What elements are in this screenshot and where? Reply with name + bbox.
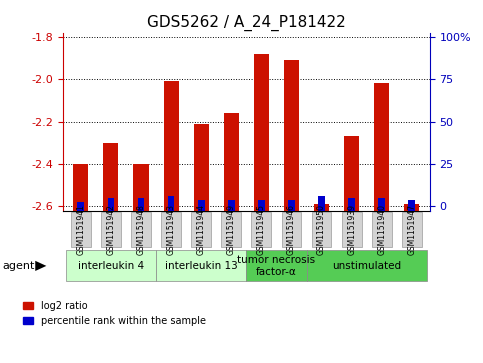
Bar	[258, 200, 265, 211]
Bar	[77, 202, 84, 211]
Text: GSM1151949: GSM1151949	[227, 204, 236, 255]
Text: GSM1151941: GSM1151941	[76, 204, 85, 255]
Text: unstimulated: unstimulated	[332, 261, 401, 271]
Bar	[288, 200, 295, 211]
Title: GDS5262 / A_24_P181422: GDS5262 / A_24_P181422	[147, 15, 346, 31]
Text: GSM1151946: GSM1151946	[287, 204, 296, 255]
Bar	[344, 136, 359, 211]
Bar	[103, 143, 118, 211]
Text: GSM1151942: GSM1151942	[106, 204, 115, 255]
Bar	[254, 54, 269, 211]
Text: interleukin 13: interleukin 13	[165, 261, 238, 271]
Text: GSM1151948: GSM1151948	[137, 204, 145, 255]
Bar	[224, 113, 239, 211]
Bar	[404, 204, 419, 211]
Bar	[73, 164, 88, 211]
Text: GSM1151940: GSM1151940	[377, 204, 386, 255]
Bar	[108, 198, 114, 211]
Text: GSM1151945: GSM1151945	[257, 204, 266, 255]
Text: tumor necrosis
factor-α: tumor necrosis factor-α	[237, 255, 315, 277]
Bar	[198, 200, 205, 211]
Text: GSM1151947: GSM1151947	[407, 204, 416, 255]
Text: agent: agent	[2, 261, 35, 271]
Bar	[228, 200, 235, 211]
Bar	[374, 83, 389, 211]
Bar	[194, 124, 209, 211]
Bar	[348, 198, 355, 211]
Text: GSM1151943: GSM1151943	[167, 204, 176, 255]
Text: GSM1151950: GSM1151950	[317, 204, 326, 255]
Bar	[133, 164, 149, 211]
Legend: log2 ratio, percentile rank within the sample: log2 ratio, percentile rank within the s…	[19, 297, 210, 330]
Text: interleukin 4: interleukin 4	[78, 261, 144, 271]
Text: GSM1151944: GSM1151944	[197, 204, 206, 255]
Bar	[378, 198, 385, 211]
Bar	[164, 81, 179, 211]
Bar	[314, 204, 329, 211]
Bar	[409, 200, 415, 211]
Bar	[284, 60, 299, 211]
Bar	[168, 196, 174, 211]
Bar	[318, 196, 325, 211]
Bar	[138, 198, 144, 211]
Text: GSM1151939: GSM1151939	[347, 204, 356, 255]
